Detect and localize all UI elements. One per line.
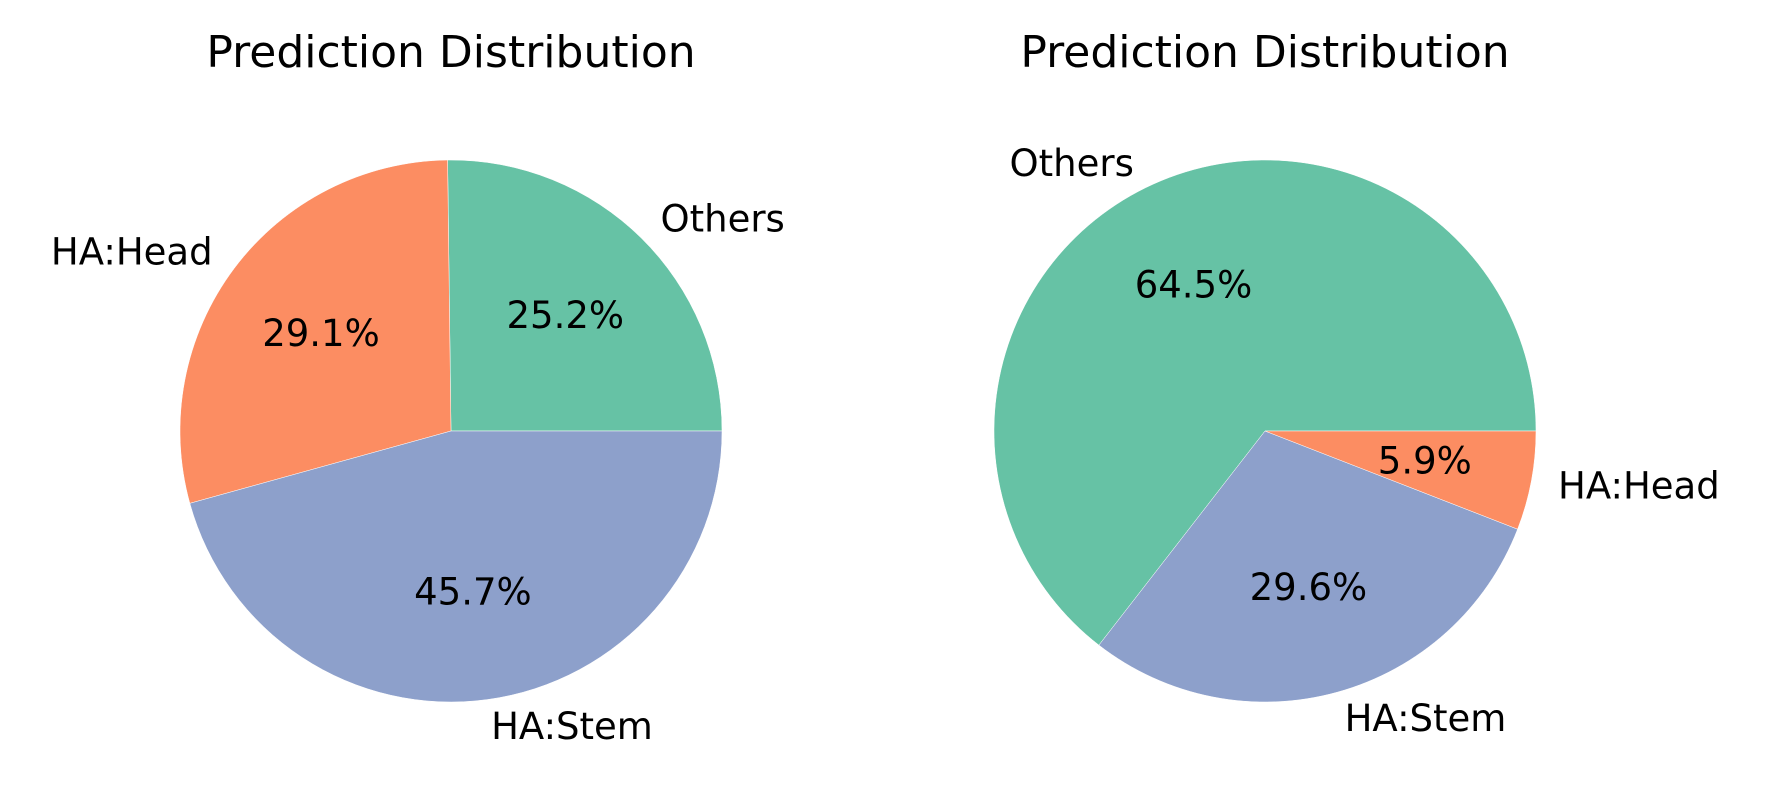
pie-slice-ha-head <box>179 159 452 504</box>
pie-slices <box>993 159 1537 703</box>
slice-percent-label: 5.9% <box>1378 440 1472 483</box>
slice-percent-label: 29.6% <box>1250 566 1368 609</box>
slice-category-label: Others <box>661 197 785 240</box>
slice-percent-label: 29.1% <box>262 312 380 355</box>
slice-percent-label: 64.5% <box>1135 264 1253 307</box>
slice-category-label: HA:Head <box>1558 464 1720 507</box>
slice-category-label: HA:Head <box>51 231 213 274</box>
pie-slices <box>179 159 723 703</box>
chart-title: Prediction Distribution <box>206 27 695 78</box>
pie-slice-ha-stem <box>1098 430 1518 703</box>
pie-slice-others <box>447 159 723 432</box>
pie-slice-ha-head <box>1264 430 1537 530</box>
slice-category-label: HA:Stem <box>491 705 653 748</box>
pie-labels: 25.2% Others 29.1% HA:Head 45.7% HA:Stem <box>51 197 785 748</box>
pie-chart-right: Prediction Distribution 64.5% Others 29.6%… <box>993 27 1720 740</box>
pie-labels: 64.5% Others 29.6% HA:Stem 5.9% HA:Head <box>1010 142 1720 740</box>
slice-percent-label: 45.7% <box>414 571 532 614</box>
pie-slice-ha-stem <box>189 430 723 703</box>
slice-category-label: Others <box>1010 142 1134 185</box>
pie-slice-others <box>993 159 1537 646</box>
slice-percent-label: 25.2% <box>507 294 625 337</box>
pie-chart-left: Prediction Distribution 25.2% Others 29.1%… <box>51 27 785 748</box>
chart-title: Prediction Distribution <box>1020 27 1509 78</box>
slice-category-label: HA:Stem <box>1345 697 1507 740</box>
